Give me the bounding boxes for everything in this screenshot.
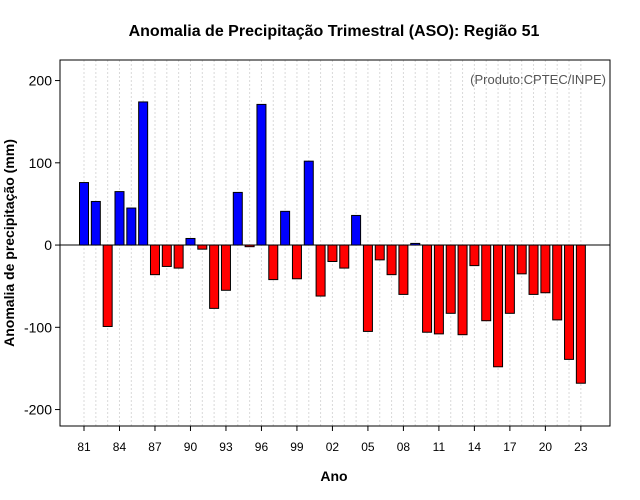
bar-1997 [268,244,279,281]
bar-2014 [469,244,480,267]
bar-2016 [493,244,504,368]
x-tick-label: 87 [148,440,162,454]
bar-1991 [197,244,208,250]
x-tick-label: 90 [184,440,198,454]
bar-2015 [481,244,492,322]
x-tick-label: 11 [433,440,446,454]
x-tick-label: 93 [219,440,233,454]
plot-frame [59,59,611,427]
bar-2001 [315,244,326,297]
x-tick-label: 08 [397,440,411,454]
y-axis: -200 -100 0 100 200 [24,73,60,418]
bar-2006 [374,244,385,261]
x-tick-label: 99 [290,440,304,454]
bar-2005 [362,244,373,332]
x-axis-title: Ano [320,468,347,484]
x-axis: 81 84 87 90 93 96 99 02 05 08 11 14 17 20 23 [77,426,588,454]
bar-2004 [351,214,362,246]
bar-2002 [327,244,338,263]
chart-title: Anomalia de Precipitação Trimestral (ASO… [129,23,540,40]
x-tick-label: 17 [503,440,517,454]
bar-2018 [516,244,527,275]
x-tick-label: 05 [361,440,375,454]
bar-2017 [504,244,515,314]
bar-2000 [303,160,314,246]
bar-2007 [386,244,397,276]
bar-2019 [528,244,539,295]
y-tick-label: 100 [29,155,53,171]
x-tick-label: 14 [468,440,482,454]
bar-1981 [79,182,89,246]
bar-1983 [102,244,113,327]
bar-1984 [114,191,125,246]
x-tick-label: 96 [255,440,269,454]
bar-1994 [232,191,243,246]
bar-2010 [422,244,433,333]
bar-1993 [220,244,231,291]
bar-2011 [433,244,444,335]
bar-1985 [126,207,137,246]
bar-2008 [398,244,409,295]
bar-1988 [161,244,172,267]
bar-1998 [280,210,291,246]
bar-1999 [291,244,302,280]
vertical-gridlines [83,60,582,426]
x-tick-label: 20 [539,440,553,454]
bar-2012 [445,244,456,314]
bar-1992 [209,244,220,309]
bar-1996 [256,103,267,246]
bar-1995 [244,244,255,248]
bar-2009 [410,242,421,246]
bar-2021 [552,244,563,321]
bars [79,101,586,384]
bar-1989 [173,244,184,269]
source-note: (Produto:CPTEC/INPE) [470,72,606,87]
bar-1982 [90,200,101,246]
bar-2020 [540,244,551,294]
bar-2022 [564,244,575,360]
bar-2003 [339,244,350,269]
y-tick-label: 200 [29,73,53,89]
bar-1990 [185,237,196,246]
bar-1987 [149,244,160,276]
x-tick-label: 81 [77,440,91,454]
y-tick-label: 0 [44,237,52,253]
bar-2023 [575,244,586,384]
bar-1986 [138,101,149,246]
x-tick-label: 84 [113,440,127,454]
y-tick-label: -100 [24,319,52,335]
y-axis-title: Anomalia de precipitação (mm) [1,139,17,347]
bar-2013 [457,244,468,336]
x-tick-label: 23 [574,440,588,454]
x-tick-label: 02 [326,440,340,454]
y-tick-label: -200 [24,402,52,418]
